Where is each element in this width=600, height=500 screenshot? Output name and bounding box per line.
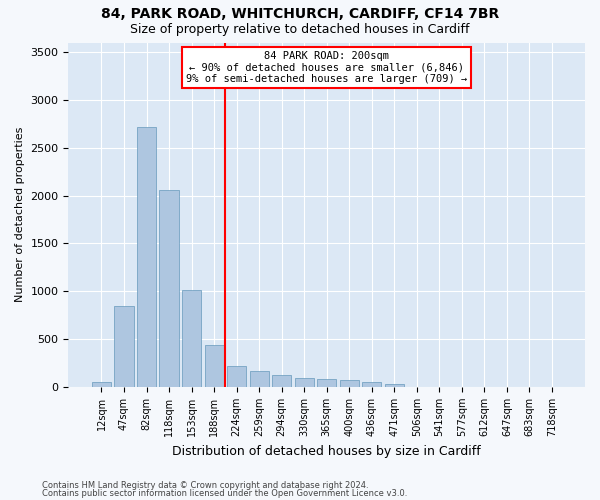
Text: Contains public sector information licensed under the Open Government Licence v3: Contains public sector information licen… — [42, 489, 407, 498]
Text: Size of property relative to detached houses in Cardiff: Size of property relative to detached ho… — [130, 22, 470, 36]
Bar — [317, 379, 336, 387]
Text: 84 PARK ROAD: 200sqm
← 90% of detached houses are smaller (6,846)
9% of semi-det: 84 PARK ROAD: 200sqm ← 90% of detached h… — [186, 51, 467, 84]
Bar — [272, 374, 291, 387]
Bar — [227, 366, 246, 387]
Bar — [340, 380, 359, 387]
Y-axis label: Number of detached properties: Number of detached properties — [15, 127, 25, 302]
Text: Contains HM Land Registry data © Crown copyright and database right 2024.: Contains HM Land Registry data © Crown c… — [42, 480, 368, 490]
Bar — [92, 382, 111, 387]
Bar — [160, 190, 179, 387]
Bar — [182, 290, 201, 387]
Bar — [295, 378, 314, 387]
Text: 84, PARK ROAD, WHITCHURCH, CARDIFF, CF14 7BR: 84, PARK ROAD, WHITCHURCH, CARDIFF, CF14… — [101, 8, 499, 22]
Bar — [250, 371, 269, 387]
Bar — [137, 126, 156, 387]
Bar — [115, 306, 134, 387]
Bar — [205, 345, 224, 387]
Bar — [385, 384, 404, 387]
X-axis label: Distribution of detached houses by size in Cardiff: Distribution of detached houses by size … — [172, 444, 481, 458]
Bar — [362, 382, 382, 387]
